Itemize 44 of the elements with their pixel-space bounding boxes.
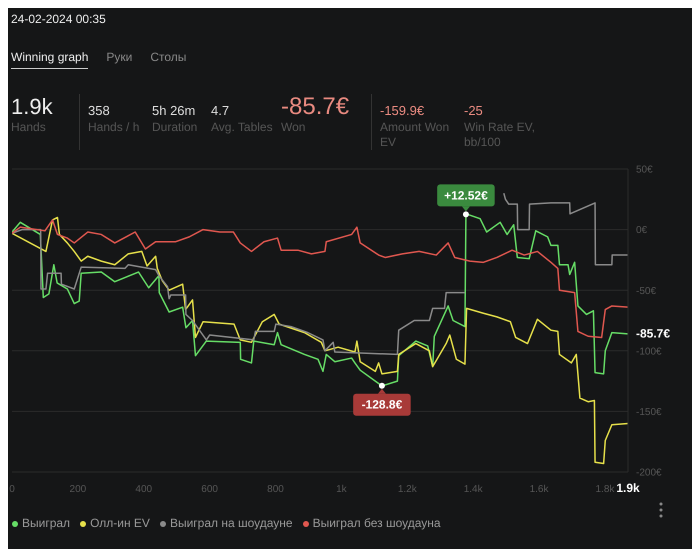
legend-label: Выиграл на шоудауне (170, 516, 293, 530)
text: Winning graph (11, 50, 88, 69)
x-tick-label: 1.9k (616, 481, 640, 495)
text: Руки (106, 50, 132, 66)
text: 358 (88, 103, 110, 118)
annotation: -128.8€ (362, 398, 403, 412)
y-tick-label: 0€ (636, 225, 648, 236)
text: 1.9k (11, 94, 54, 120)
x-tick-label: 1.6k (530, 484, 550, 495)
y-tick-label: -150€ (636, 406, 662, 418)
line-series (12, 216, 628, 464)
x-tick-label: 1.2k (398, 484, 418, 495)
x-tick-label: 1.8k (595, 484, 616, 495)
annotation: +12.52€ (444, 188, 488, 202)
text: 4.7 (211, 103, 230, 118)
text: -25 (464, 103, 483, 118)
legend-label: Выиграл (22, 516, 70, 530)
annotation: -85.7€ (636, 326, 670, 340)
x-tick-label: 800 (267, 484, 284, 495)
y-tick-label: -200€ (636, 468, 662, 479)
x-tick-label: 1.4k (464, 484, 484, 495)
text: Duration (152, 120, 198, 135)
x-tick-label: 1k (336, 484, 348, 495)
x-tick-label: 200 (70, 484, 87, 495)
line-series (12, 219, 628, 338)
text: Hands (11, 120, 47, 135)
x-tick-label: 0 (9, 484, 16, 495)
x-tick-label: 600 (201, 484, 218, 495)
legend-label: Олл-ин EV (90, 516, 150, 530)
y-tick-label: -50€ (636, 286, 656, 297)
text: Столы (150, 50, 186, 66)
text: -85.7€ (281, 93, 350, 120)
x-tick-label: 400 (135, 484, 153, 495)
text: Avg. Tables (211, 120, 274, 135)
y-tick-label: -100€ (636, 346, 662, 358)
text: Win Rate EV, bb/100 (464, 120, 536, 150)
text: 5h 26m (152, 103, 196, 118)
text: Hands / h (88, 120, 140, 135)
legend-label: Выиграл без шоудауна (312, 516, 441, 530)
text: Amount Won EV (380, 120, 450, 150)
text: Won (281, 120, 306, 135)
text: -159.9€ (380, 103, 424, 118)
y-tick-label: 50€ (636, 164, 654, 176)
chart-title: 24-02-2024 00:35 (11, 12, 106, 26)
